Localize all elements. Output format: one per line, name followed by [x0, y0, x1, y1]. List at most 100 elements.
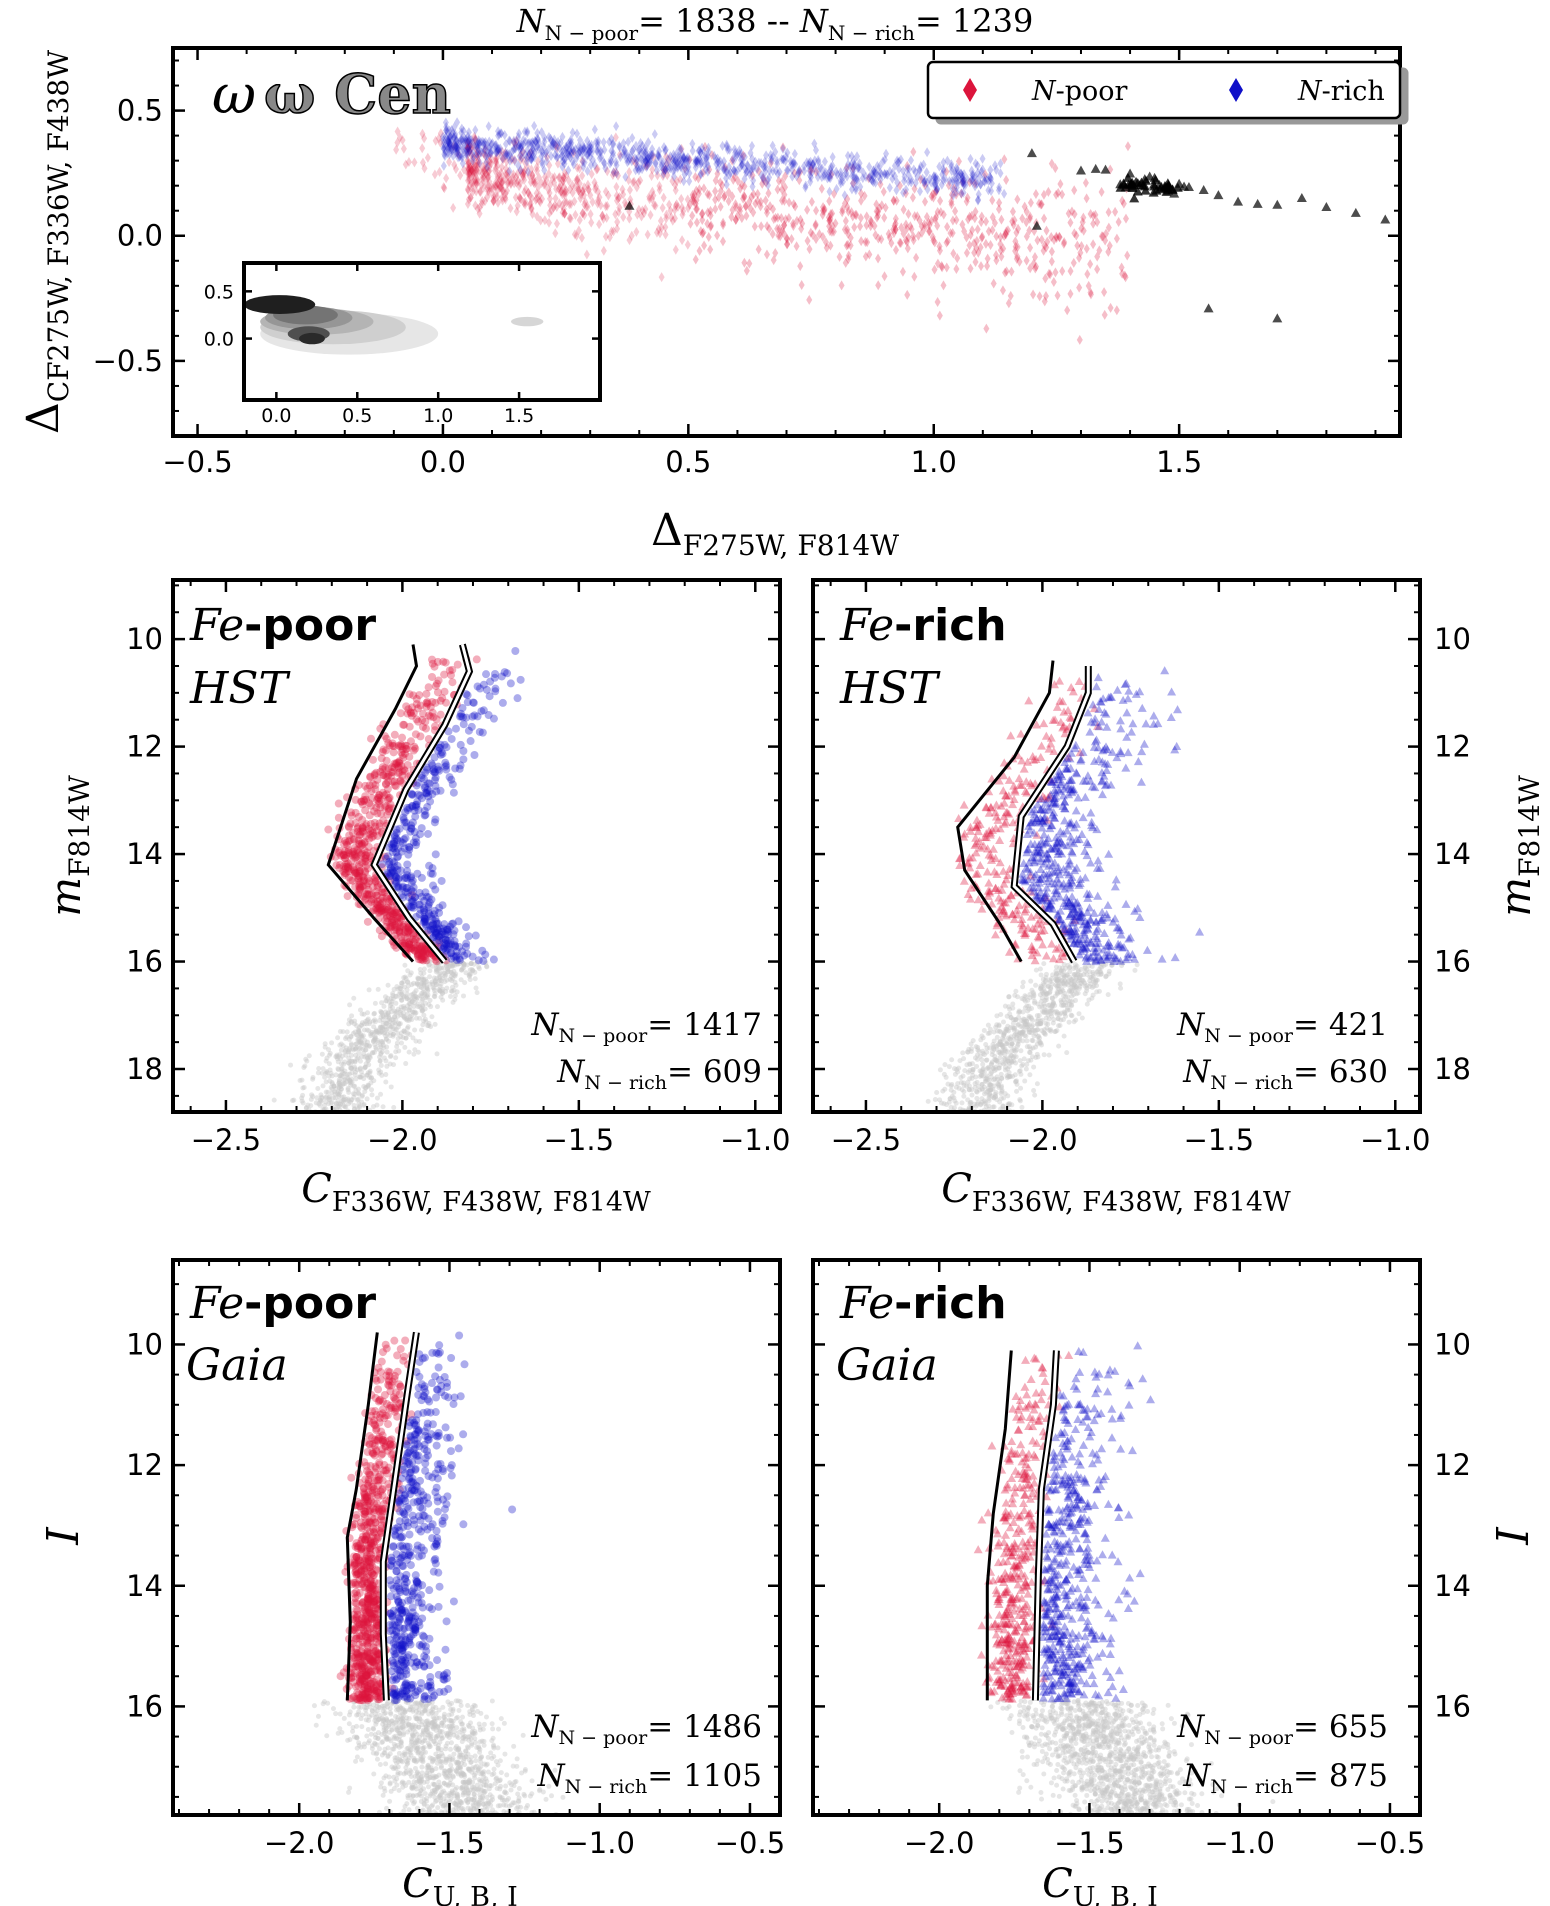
n-poor-point — [415, 691, 424, 700]
n-poor-point — [720, 217, 727, 228]
background-star — [344, 1074, 350, 1080]
n-poor-point — [1083, 243, 1090, 254]
background-star — [327, 1050, 333, 1056]
n-poor-point — [1067, 217, 1074, 228]
background-star — [362, 1065, 368, 1071]
n-rich-point — [774, 158, 781, 169]
n-rich-point — [534, 141, 541, 152]
n-rich-point — [452, 141, 459, 152]
n-rich-point — [769, 165, 776, 176]
n-poor-point — [977, 242, 984, 253]
n-poor-point — [464, 143, 471, 154]
n-rich-point — [635, 152, 642, 163]
n-poor-point — [473, 165, 480, 176]
n-poor-point — [402, 745, 411, 754]
background-star — [326, 1052, 332, 1058]
background-star — [422, 1006, 428, 1012]
n-poor-point — [722, 162, 729, 173]
n-poor-point — [959, 176, 966, 187]
n-rich-point — [506, 135, 513, 146]
n-poor-point — [343, 892, 352, 901]
n-poor-point — [867, 215, 874, 226]
n-rich-point — [511, 156, 518, 167]
n-rich-point — [768, 156, 775, 167]
n-poor-point — [616, 202, 623, 213]
n-rich-point — [866, 161, 873, 172]
n-poor-point — [566, 213, 573, 224]
n-poor-point — [402, 702, 411, 711]
n-rich-point — [581, 157, 588, 168]
n-poor-point — [966, 240, 973, 251]
n-rich-point — [596, 153, 603, 164]
n-poor-point — [1106, 240, 1113, 251]
n-rich-point — [455, 141, 462, 152]
n-rich-point — [446, 138, 453, 149]
n-poor-point — [339, 862, 348, 871]
n-poor-point — [421, 954, 430, 963]
n-rich-point — [568, 146, 575, 157]
n-rich-point — [652, 158, 659, 169]
n-poor-point — [641, 207, 648, 218]
n-poor-point — [990, 278, 997, 289]
n-rich-point — [932, 175, 939, 186]
n-rich-point — [758, 158, 765, 169]
n-poor-point — [413, 949, 422, 958]
n-poor-point — [581, 210, 588, 221]
background-star — [398, 990, 404, 996]
n-rich-point — [457, 712, 466, 721]
n-poor-point — [388, 915, 397, 924]
n-poor-point — [836, 251, 843, 262]
n-poor-point — [375, 791, 384, 800]
background-star — [344, 1071, 350, 1077]
n-rich-point — [889, 167, 896, 178]
n-poor-point — [355, 867, 364, 876]
background-star — [347, 1065, 353, 1071]
n-rich-point — [684, 152, 691, 163]
background-star — [353, 1046, 359, 1052]
n-poor-point — [440, 670, 449, 679]
background-star — [378, 1069, 384, 1075]
n-poor-point — [362, 861, 371, 870]
background-star — [341, 1097, 347, 1103]
n-poor-point — [551, 200, 558, 211]
n-poor-point — [561, 182, 568, 193]
n-rich-point — [432, 928, 441, 937]
n-poor-point — [421, 724, 430, 733]
n-poor-point — [464, 199, 471, 210]
n-poor-point — [822, 237, 829, 248]
n-rich-point — [532, 136, 539, 147]
n-poor-point — [878, 200, 885, 211]
n-poor-point — [342, 862, 351, 871]
n-poor-point — [563, 197, 570, 208]
n-poor-point — [375, 819, 384, 828]
n-poor-point — [651, 200, 658, 211]
background-star — [376, 1029, 382, 1035]
background-star — [390, 1031, 396, 1037]
background-star — [319, 1095, 325, 1101]
n-rich-point — [705, 146, 712, 157]
n-rich-point — [670, 153, 677, 164]
n-rich-point — [637, 138, 644, 149]
n-poor-point — [468, 164, 475, 175]
n-rich-point — [572, 144, 579, 155]
background-star — [405, 968, 411, 974]
background-star — [413, 1015, 419, 1021]
background-star — [320, 1066, 326, 1072]
n-poor-point — [484, 170, 491, 181]
n-rich-point — [697, 159, 704, 170]
n-poor-point — [395, 913, 404, 922]
background-star — [392, 1014, 398, 1020]
n-poor-point — [354, 874, 363, 883]
n-poor-point — [374, 904, 383, 913]
n-poor-point — [743, 265, 750, 276]
background-star — [415, 982, 421, 988]
n-rich-point — [479, 136, 486, 147]
n-rich-point — [574, 149, 581, 160]
background-star — [372, 1030, 378, 1036]
n-rich-point — [944, 155, 951, 166]
n-rich-point — [988, 178, 995, 189]
background-star — [458, 977, 464, 983]
n-rich-point — [703, 153, 710, 164]
n-rich-point — [485, 121, 492, 132]
n-rich-point — [457, 151, 464, 162]
